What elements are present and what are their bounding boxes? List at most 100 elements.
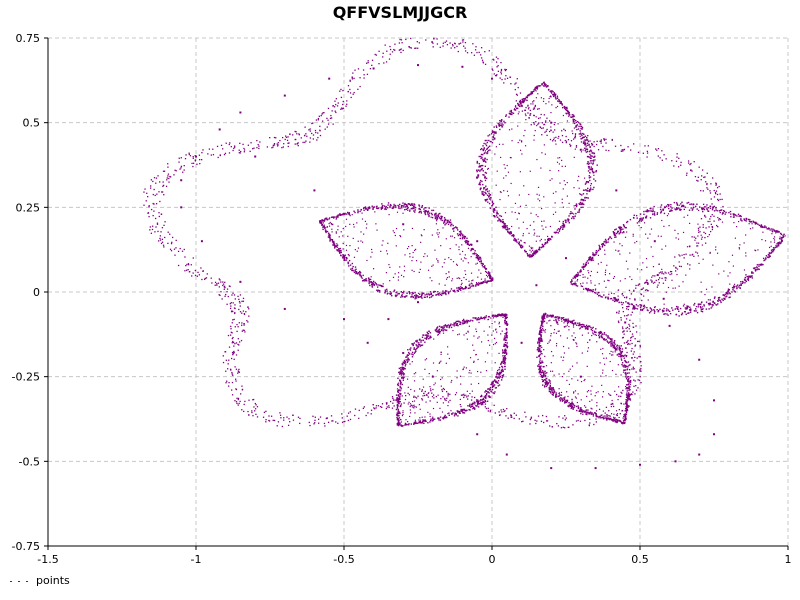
data-point <box>432 209 435 212</box>
data-point <box>561 400 564 402</box>
data-point <box>541 340 543 342</box>
data-point <box>355 271 358 273</box>
data-point <box>662 297 665 300</box>
data-point <box>616 418 618 421</box>
data-point <box>492 136 494 138</box>
data-point <box>495 316 497 318</box>
data-point <box>520 244 523 246</box>
data-point <box>613 413 615 415</box>
data-point <box>513 108 516 110</box>
data-point <box>397 390 399 392</box>
data-point <box>489 277 491 279</box>
data-point <box>499 325 501 328</box>
data-point <box>473 335 475 337</box>
data-point <box>589 160 592 162</box>
data-point <box>231 352 234 354</box>
data-point <box>487 280 490 282</box>
data-point <box>586 150 589 153</box>
data-point <box>331 239 334 241</box>
data-point <box>434 216 437 218</box>
data-point <box>401 370 403 372</box>
data-point <box>443 416 445 419</box>
data-point <box>707 207 710 209</box>
data-point <box>618 419 620 421</box>
data-point <box>448 220 450 223</box>
data-point <box>502 350 504 352</box>
data-point <box>457 324 459 327</box>
data-point <box>501 225 504 228</box>
data-point <box>483 330 485 332</box>
data-point <box>422 334 424 336</box>
data-point <box>565 257 567 260</box>
data-point <box>413 207 415 210</box>
data-point <box>598 415 601 418</box>
data-point <box>735 226 738 228</box>
data-point <box>470 244 473 246</box>
data-point <box>442 402 444 404</box>
data-point <box>443 219 446 222</box>
data-point <box>491 384 493 386</box>
data-point <box>544 313 546 315</box>
data-point <box>694 239 696 241</box>
data-point <box>614 390 616 392</box>
data-point <box>428 294 430 296</box>
data-point <box>353 256 356 258</box>
data-point <box>697 304 700 306</box>
data-point <box>689 311 692 313</box>
data-point <box>555 320 557 322</box>
data-point <box>661 219 663 222</box>
data-point <box>527 94 529 97</box>
data-point <box>605 138 607 140</box>
data-point <box>396 403 399 406</box>
data-point <box>622 422 624 424</box>
data-point <box>561 376 564 378</box>
data-point <box>397 279 399 281</box>
data-point <box>592 160 595 162</box>
data-point <box>403 373 406 375</box>
data-point <box>588 190 591 193</box>
data-point <box>413 270 415 273</box>
data-point <box>569 403 572 405</box>
data-point <box>333 247 336 249</box>
data-point <box>480 317 483 320</box>
data-point <box>321 224 324 226</box>
data-point <box>413 400 416 402</box>
data-point <box>743 218 745 220</box>
data-point <box>601 243 603 245</box>
data-point <box>455 413 457 415</box>
data-point <box>564 165 566 167</box>
data-point <box>335 231 337 233</box>
data-point <box>534 88 536 90</box>
data-point <box>591 170 594 173</box>
data-point <box>492 210 495 212</box>
data-point <box>586 413 588 416</box>
data-point <box>519 105 521 108</box>
data-point <box>540 238 542 241</box>
data-point <box>613 340 616 342</box>
data-point <box>571 217 573 220</box>
data-point <box>397 384 399 386</box>
data-point <box>606 419 608 421</box>
data-point <box>484 157 486 159</box>
data-point <box>603 357 605 359</box>
data-point <box>603 244 605 246</box>
data-point <box>779 236 781 238</box>
data-point <box>495 329 497 331</box>
data-point <box>614 417 616 419</box>
data-point <box>570 402 572 405</box>
data-point <box>474 403 476 405</box>
data-point <box>609 236 612 238</box>
data-point <box>408 394 410 396</box>
data-point <box>590 393 592 395</box>
data-point <box>690 203 693 205</box>
data-point <box>554 202 556 204</box>
data-point <box>586 282 588 284</box>
data-point <box>465 286 468 289</box>
data-point <box>660 210 663 212</box>
data-point <box>674 208 676 210</box>
data-point <box>531 254 533 257</box>
data-point <box>764 225 766 227</box>
data-point <box>439 293 442 296</box>
data-point <box>498 368 500 371</box>
data-point <box>151 228 154 231</box>
